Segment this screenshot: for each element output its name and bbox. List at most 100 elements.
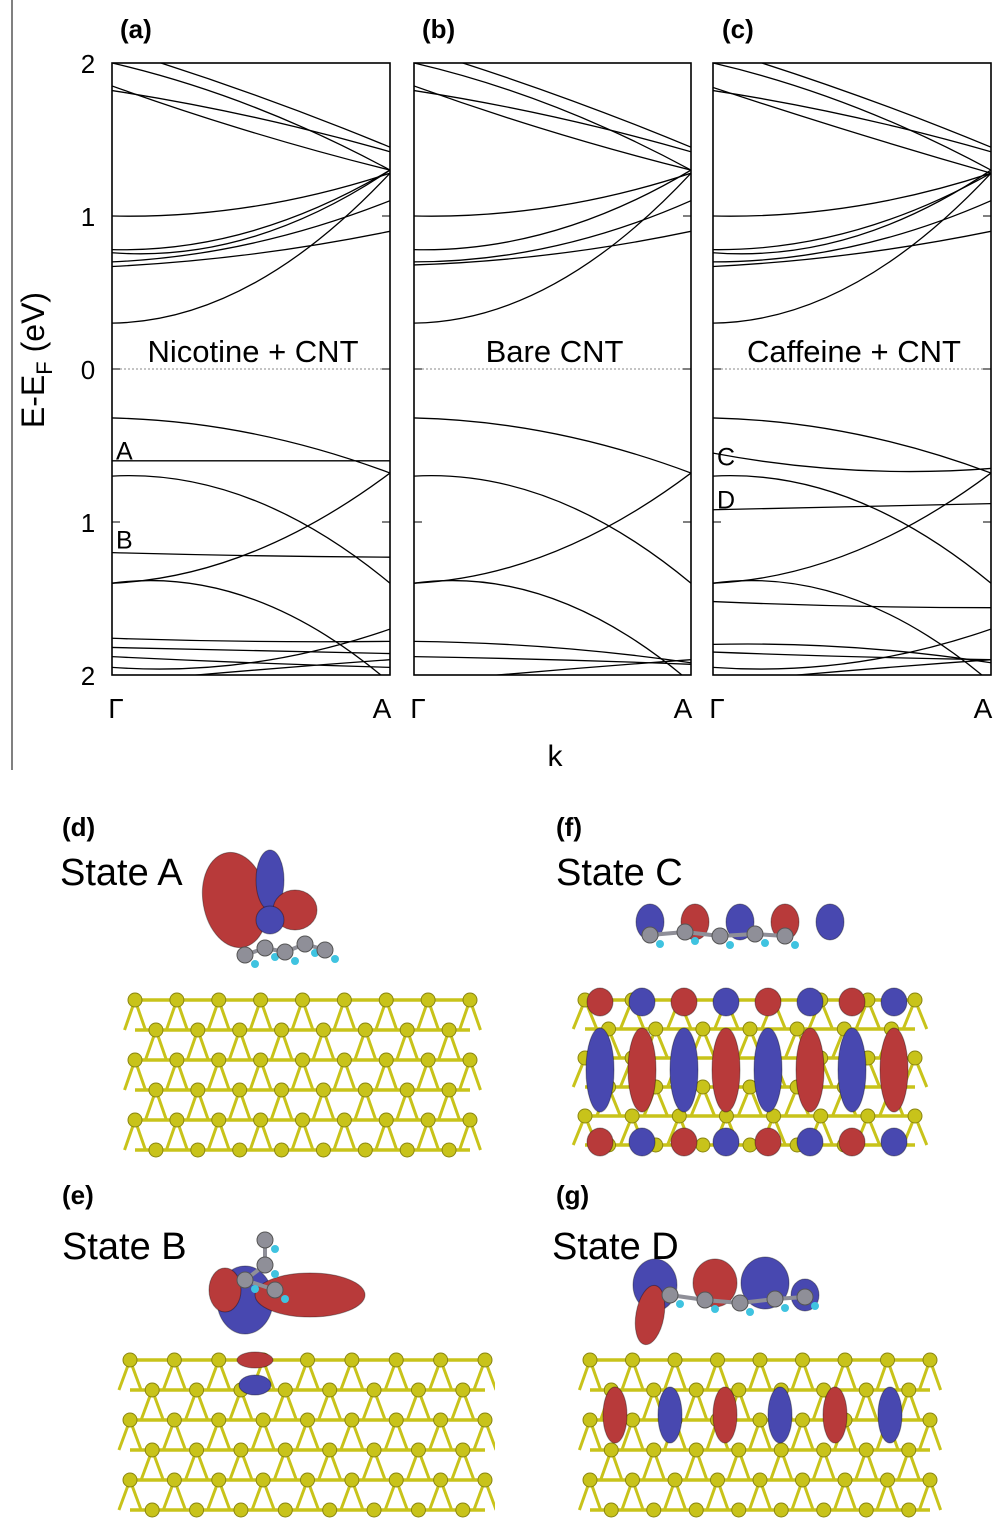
state-b-orbital-image: [117, 1231, 495, 1518]
nanotube: [123, 992, 482, 1158]
band-line: [112, 63, 390, 171]
orbital-lobe: [822, 1386, 848, 1444]
band-line: [112, 85, 390, 171]
band-line: [414, 63, 691, 171]
y-tick-label: 1: [81, 508, 95, 538]
band-line: [414, 474, 691, 584]
state-a-title: State A: [60, 852, 183, 894]
state-marker-b: B: [116, 526, 133, 554]
x-tick-label-gamma: Γ: [108, 693, 123, 724]
y-axis-label-text: E-EF (eV): [15, 292, 57, 428]
x-tick-label-gamma: Γ: [410, 693, 425, 724]
y-tick-label: 2: [81, 49, 95, 79]
band-lines: [414, 63, 691, 675]
orbital-lobe: [627, 1027, 657, 1113]
orbital-lobe: [669, 1027, 699, 1113]
band-line: [713, 417, 991, 474]
adsorbed-molecule: [236, 1231, 289, 1303]
state-marker-c: C: [717, 444, 735, 472]
state-b-title: State B: [62, 1226, 187, 1268]
x-tick-label-a: A: [373, 693, 392, 724]
band-line: [491, 659, 691, 675]
band-line: [414, 230, 691, 266]
orbital-lobe: [838, 1127, 866, 1157]
band-line: [112, 172, 390, 324]
nanotube: [117, 1352, 495, 1518]
band-line: [713, 600, 991, 609]
band-line: [713, 172, 991, 251]
band-line: [713, 172, 991, 324]
state-d-orbital-image: [577, 1256, 943, 1518]
y-tick-label: 1: [81, 202, 95, 232]
band-line: [414, 417, 691, 474]
panel-letter-f: (f): [556, 812, 582, 842]
orbital-lobe: [796, 987, 824, 1017]
panel-label-b: Bare CNT: [486, 334, 624, 369]
band-line: [189, 659, 390, 675]
orbital-lobe: [767, 1386, 793, 1444]
band-line: [158, 63, 390, 148]
band-line: [713, 643, 991, 664]
state-c-orbital-image: [571, 903, 929, 1157]
orbital-lobe: [238, 1374, 272, 1396]
band-line: [713, 580, 983, 675]
band-line: [112, 646, 390, 655]
panel-letter-g: (g): [556, 1180, 590, 1210]
x-axis-label: k: [548, 740, 564, 770]
x-tick-label-a: A: [974, 693, 993, 724]
orbital-lobe: [880, 987, 908, 1017]
orbital-lobe: [877, 1386, 903, 1444]
band-line: [414, 172, 691, 217]
band-line: [112, 89, 390, 153]
panel-label-a: Nicotine + CNT: [147, 334, 358, 369]
panel-letter-e: (e): [62, 1180, 94, 1210]
band-line: [112, 551, 390, 558]
band-line: [713, 452, 991, 473]
orbital-lobe: [628, 1127, 656, 1157]
band-line: [713, 200, 991, 263]
band-line: [112, 637, 390, 643]
band-line: [414, 172, 691, 324]
orbital-lobe: [711, 1027, 741, 1113]
panel-b: Bare CNT Γ A: [410, 62, 693, 724]
band-line: [414, 580, 683, 675]
orbital-lobe: [657, 1386, 683, 1444]
band-lines: [112, 63, 390, 675]
state-marker-a: A: [116, 438, 133, 466]
band-line: [112, 580, 382, 675]
band-line: [713, 89, 991, 153]
orbital-lobe: [838, 987, 866, 1017]
band-line: [713, 172, 991, 217]
nanotube: [571, 992, 929, 1153]
band-line: [414, 640, 691, 664]
band-line: [414, 169, 691, 251]
orbital-lobe: [712, 987, 740, 1017]
band-line: [414, 200, 691, 263]
orbital-lobe: [795, 1027, 825, 1113]
band-line: [414, 472, 691, 584]
orbital-lobe: [712, 1127, 740, 1157]
band-line: [460, 63, 691, 148]
band-line: [112, 655, 390, 668]
orbital-lobe: [586, 987, 614, 1017]
orbital-lobe: [754, 1127, 782, 1157]
orbital-lobe: [753, 1027, 783, 1113]
orbital-lobe: [670, 987, 698, 1017]
state-marker-d: D: [717, 487, 735, 515]
orbital-lobe: [754, 987, 782, 1017]
band-line: [713, 474, 991, 584]
band-line: [713, 651, 991, 661]
orbital-lobe: [879, 1027, 909, 1113]
orbital-lobe: [880, 1127, 908, 1157]
band-line: [112, 169, 390, 255]
orbital-lobe: [254, 1272, 366, 1318]
band-line: [713, 169, 991, 255]
band-line: [759, 63, 991, 148]
band-lines: [713, 63, 991, 675]
panel-letter-d: (d): [62, 812, 96, 842]
y-tick-label: 0: [81, 355, 95, 385]
y-tick-labels: 2 1 0 1 2: [81, 49, 95, 691]
band-line: [790, 659, 991, 675]
